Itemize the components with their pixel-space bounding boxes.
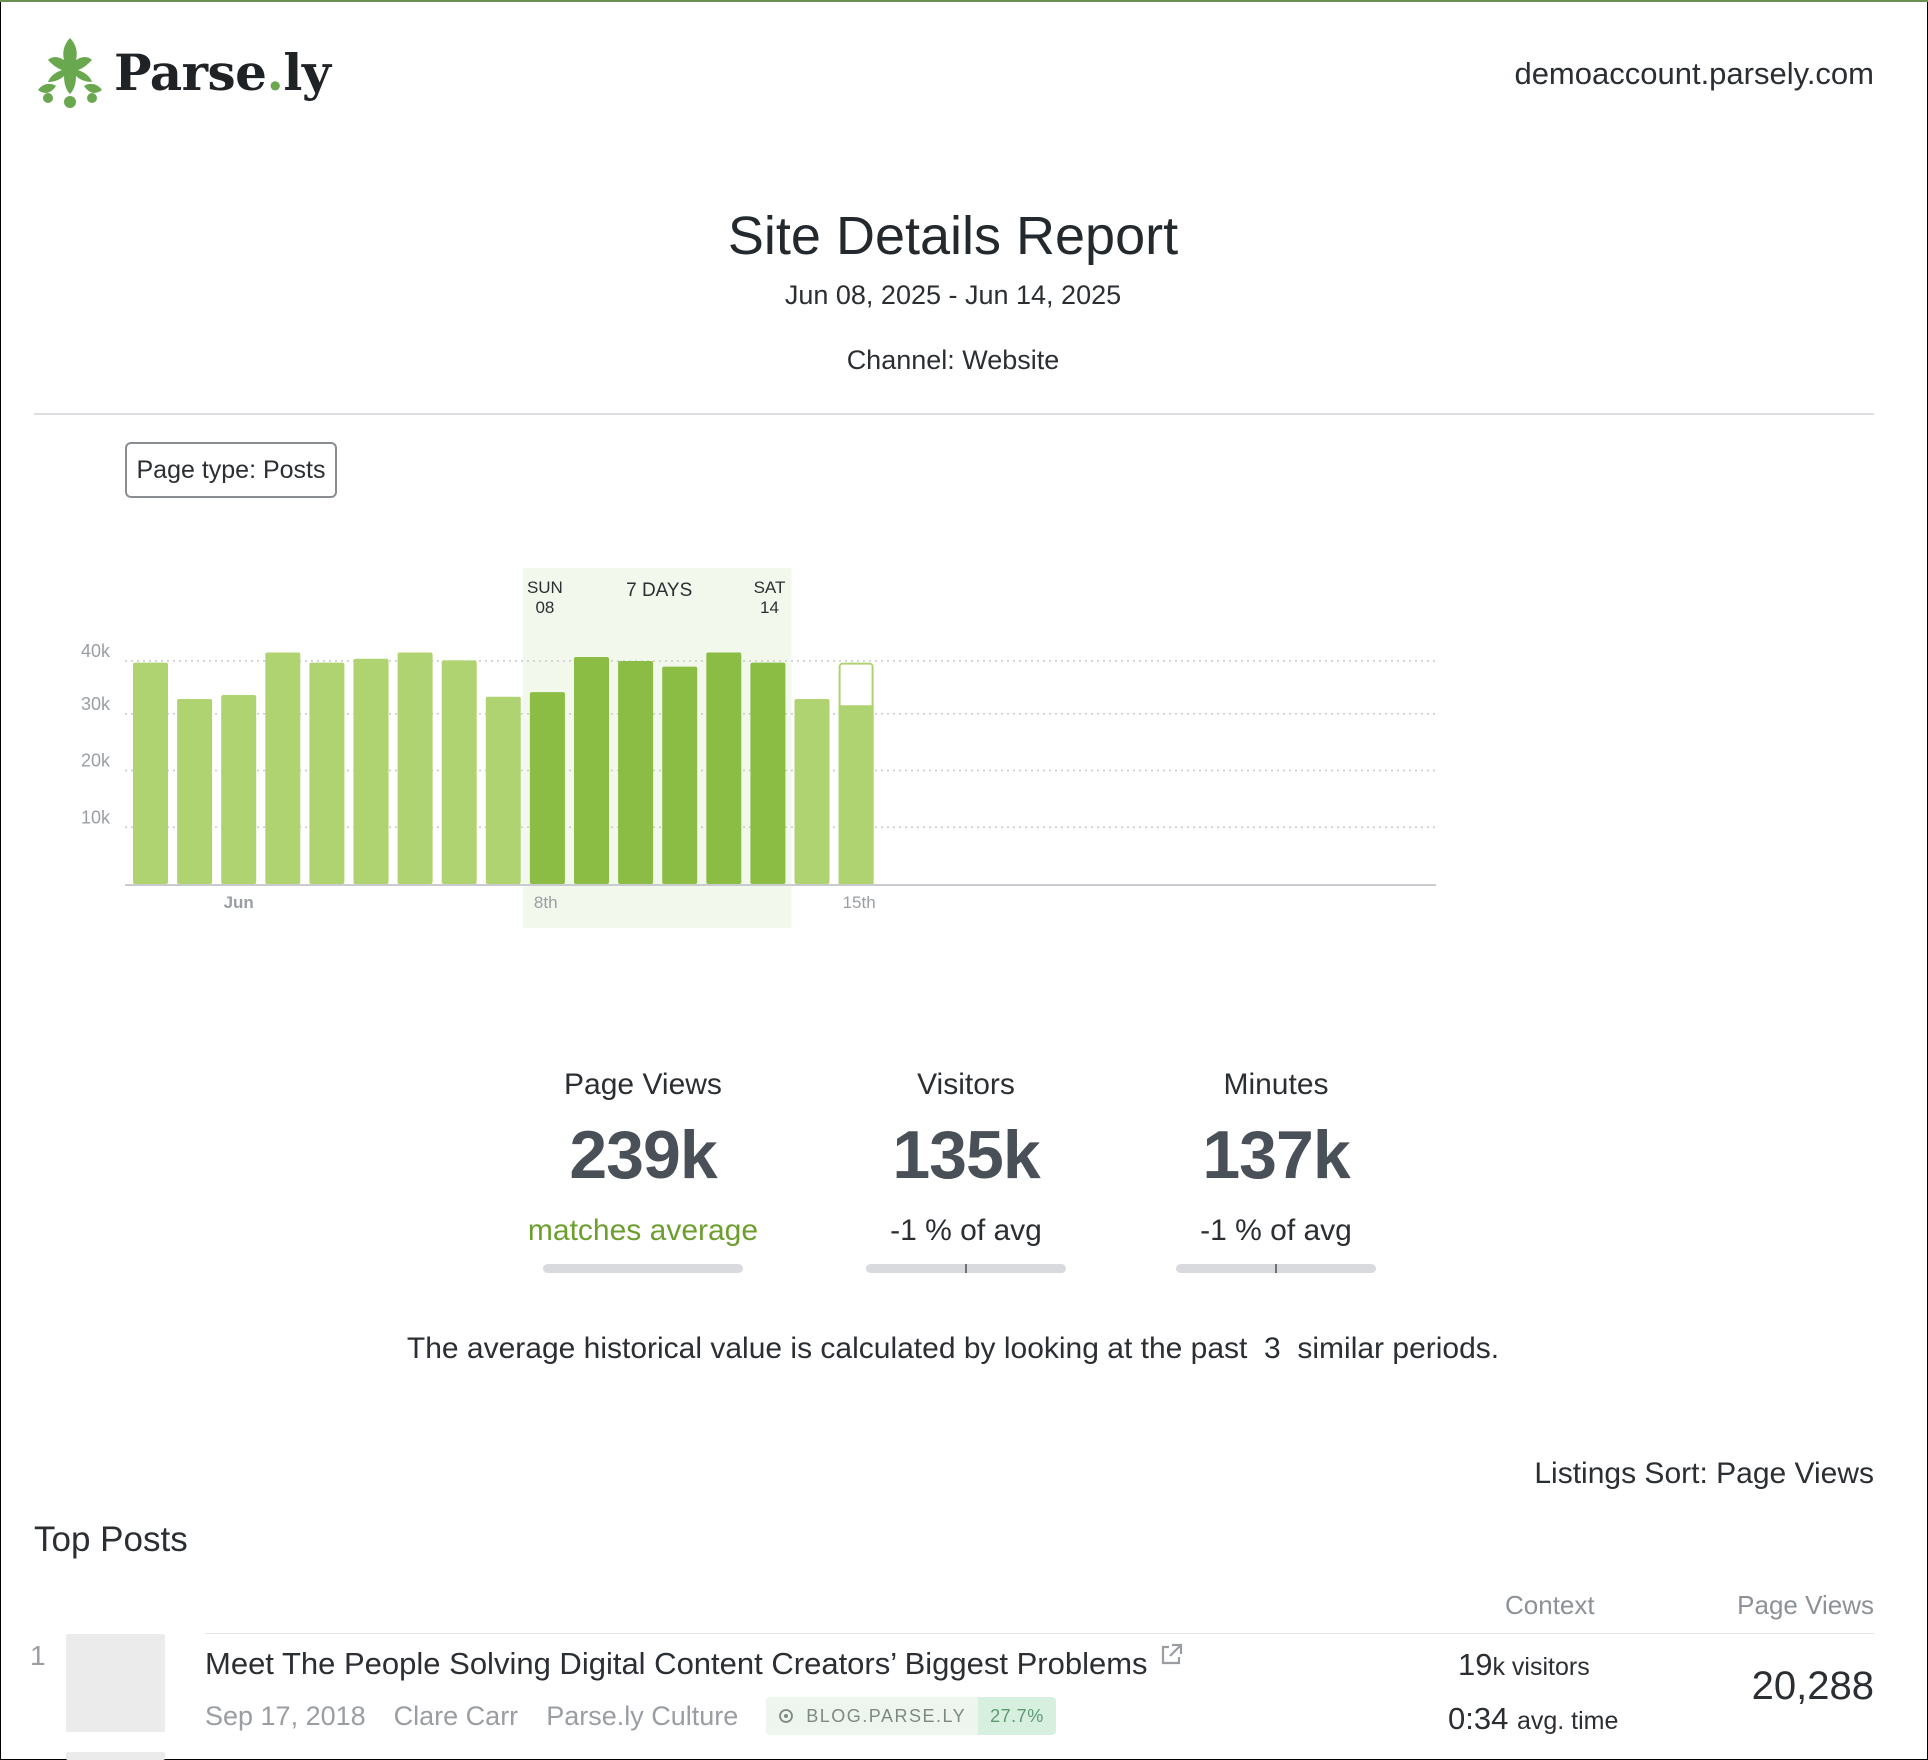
- domain-tag-name: BLOG.PARSE.LY: [766, 1697, 979, 1735]
- chart-bar: [485, 696, 521, 884]
- chart-bar: [574, 657, 609, 884]
- x-tick-label: Jun: [224, 893, 254, 912]
- header: Parse.ly demoaccount.parsely.com: [34, 34, 1874, 114]
- column-header-page-views[interactable]: Page Views: [1737, 1590, 1874, 1620]
- chart-bar: [529, 692, 565, 884]
- column-header-context[interactable]: Context: [1505, 1590, 1595, 1620]
- post-author[interactable]: Clare Carr: [393, 1700, 519, 1731]
- post-thumbnail[interactable]: [66, 1634, 165, 1732]
- post-title-link[interactable]: Meet The People Solving Digital Content …: [205, 1643, 1184, 1682]
- x-tick-label: 15th: [843, 893, 876, 912]
- parsely-logo[interactable]: Parse.ly: [34, 34, 331, 110]
- range-end-day: SAT: [754, 578, 786, 597]
- listings-sort-dropdown[interactable]: Listings Sort: Page Views: [1534, 1457, 1874, 1490]
- metric-compare: -1 % of avg: [890, 1214, 1042, 1247]
- chart-bar: [309, 662, 345, 884]
- row-separator: [205, 1633, 1874, 1634]
- external-link-icon[interactable]: [1158, 1642, 1184, 1668]
- header-divider: [34, 413, 1874, 415]
- metric-value: 137k: [1202, 1117, 1350, 1193]
- post-title: Meet The People Solving Digital Content …: [205, 1646, 1148, 1681]
- metric-comparison-bar: [866, 1264, 1066, 1273]
- selected-range-highlight: [522, 568, 792, 928]
- metric-comparison-bar: [1176, 1264, 1376, 1273]
- page-title: Site Details Report: [727, 206, 1179, 266]
- page-top-line: [0, 0, 1928, 2]
- metric-minutes: Minutes 137k -1 % of avg: [1146, 1068, 1406, 1273]
- context-visitors: 19k visitors: [1458, 1647, 1590, 1682]
- range-start-day: SUN: [527, 578, 563, 597]
- post-date: Sep 17, 2018: [205, 1700, 366, 1731]
- metric-comparison-bar: [543, 1264, 743, 1273]
- metric-value: 239k: [569, 1117, 717, 1193]
- parsley-leaf-icon: [38, 38, 102, 108]
- domain-tag[interactable]: BLOG.PARSE.LY 27.7%: [766, 1697, 1056, 1735]
- target-icon: [779, 1709, 794, 1723]
- chart-bar: [618, 660, 654, 884]
- chart-bar: [441, 660, 477, 884]
- chart-bar: [177, 698, 213, 884]
- date-range: Jun 08, 2025 - Jun 14, 2025: [784, 280, 1122, 310]
- domain-tag-percent: 27.7%: [978, 1697, 1056, 1735]
- site-domain[interactable]: demoaccount.parsely.com: [1514, 56, 1874, 91]
- metric-label: Visitors: [917, 1068, 1015, 1101]
- historical-average-note: The average historical value is calculat…: [406, 1332, 1500, 1365]
- average-marker: [965, 1264, 967, 1273]
- average-marker: [1275, 1264, 1277, 1273]
- post-meta: Sep 17, 2018 Clare Carr Parse.ly Culture…: [205, 1697, 1056, 1735]
- chart-bar: [133, 662, 168, 884]
- range-start-date: 08: [535, 598, 554, 617]
- chart-bar: [662, 666, 698, 884]
- metric-page-views: Page Views 239k matches average: [513, 1068, 773, 1273]
- metric-value: 135k: [892, 1117, 1040, 1193]
- y-tick-label: 30k: [81, 694, 111, 714]
- range-label: 7 DAYS: [626, 580, 692, 601]
- metric-label: Page Views: [564, 1068, 722, 1101]
- parsely-wordmark: Parse.ly: [114, 42, 331, 102]
- channel-label: Channel: Website: [846, 345, 1060, 375]
- y-tick-label: 10k: [81, 807, 111, 827]
- chart-bar: [265, 652, 301, 884]
- x-tick-label: 8th: [534, 893, 558, 912]
- post-section[interactable]: Parse.ly Culture: [546, 1700, 739, 1731]
- chart-bar: [397, 652, 433, 884]
- post-rank: 1: [30, 1640, 46, 1671]
- chart-bar: [353, 658, 389, 884]
- chart-bar: [838, 705, 874, 884]
- y-tick-label: 20k: [81, 751, 111, 771]
- page-type-filter-button[interactable]: Page type: Posts: [125, 442, 337, 498]
- chart-bar: [706, 652, 742, 884]
- post-thumbnail[interactable]: [66, 1752, 165, 1760]
- metric-compare: -1 % of avg: [1200, 1214, 1352, 1247]
- metric-visitors: Visitors 135k -1 % of avg: [836, 1068, 1096, 1273]
- metric-compare: matches average: [527, 1214, 759, 1247]
- top-posts-heading: Top Posts: [34, 1520, 188, 1559]
- y-tick-label: 40k: [81, 641, 111, 661]
- chart-bar: [794, 698, 830, 884]
- post-page-views: 20,288: [1751, 1664, 1874, 1708]
- chart-bar: [750, 662, 786, 884]
- metric-label: Minutes: [1223, 1068, 1329, 1101]
- page-type-filter-label: Page type: Posts: [136, 455, 326, 484]
- context-avg-time: 0:34 avg. time: [1448, 1701, 1619, 1736]
- range-end-date: 14: [760, 598, 779, 617]
- chart-bar: [221, 695, 257, 884]
